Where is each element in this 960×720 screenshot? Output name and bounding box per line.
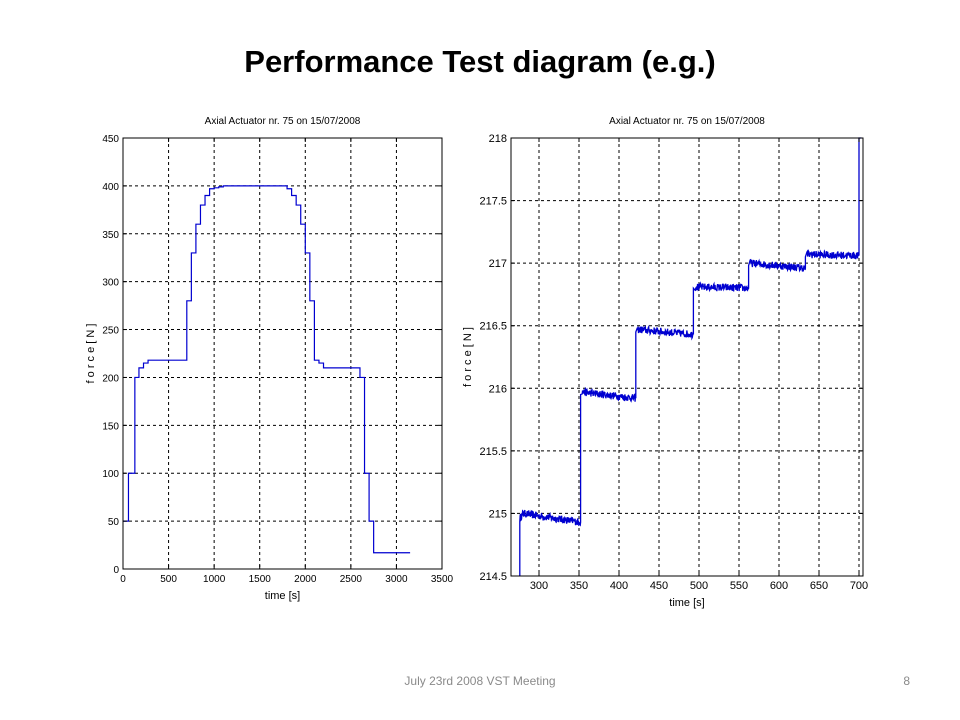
y-tick-label: 0 <box>113 565 119 576</box>
y-tick-label: 214.5 <box>479 571 507 583</box>
force-vs-time-chart-zoom: 300 350 400 450 500 550 600 650 700 214.5 215 215.5… <box>462 116 868 609</box>
x-tick-label: 600 <box>770 580 788 592</box>
x-tick-label: 300 <box>530 580 548 592</box>
y-axis-label: f o r c e [ N ] <box>462 327 474 387</box>
y-tick-label: 215.5 <box>479 446 507 458</box>
y-tick-label: 215 <box>489 508 507 520</box>
x-tick-label: 2000 <box>294 574 317 585</box>
x-tick-label: 2500 <box>340 574 363 585</box>
series-line <box>123 185 411 554</box>
y-tick-label: 216 <box>489 383 507 395</box>
y-tick-label: 400 <box>102 182 119 193</box>
x-tick-label: 450 <box>650 580 668 592</box>
y-tick-label: 450 <box>102 134 119 145</box>
x-tick-label: 700 <box>850 580 868 592</box>
y-tick-label: 218 <box>489 133 507 145</box>
chart-title: Axial Actuator nr. 75 on 15/07/2008 <box>205 116 361 127</box>
y-tick-label: 100 <box>102 469 119 480</box>
grid <box>123 138 442 569</box>
x-tick-label: 1000 <box>203 574 226 585</box>
x-tick-label: 3000 <box>385 574 408 585</box>
page-number: 8 <box>903 674 910 688</box>
x-tick-label: 1500 <box>249 574 272 585</box>
x-tick-label: 400 <box>610 580 628 592</box>
y-tick-label: 250 <box>102 326 119 337</box>
slide-title: Performance Test diagram (e.g.) <box>244 44 716 79</box>
x-tick-label: 0 <box>120 574 126 585</box>
x-axis-label: time [s] <box>669 597 704 609</box>
x-axis-label: time [s] <box>265 590 300 602</box>
x-tick-label: 650 <box>810 580 828 592</box>
footer-text: July 23rd 2008 VST Meeting <box>404 674 556 688</box>
chart-title: Axial Actuator nr. 75 on 15/07/2008 <box>609 116 765 127</box>
y-tick-label: 350 <box>102 230 119 241</box>
force-vs-time-chart-full: 0 500 1000 1500 2000 2500 3000 3500 0 50 100 150 200… <box>85 116 454 602</box>
series-line <box>519 137 862 576</box>
y-tick-label: 50 <box>108 517 120 528</box>
x-tick-label: 500 <box>160 574 177 585</box>
y-tick-label: 216.5 <box>479 321 507 333</box>
x-tick-label: 3500 <box>431 574 454 585</box>
plot-frame <box>122 137 443 570</box>
plot-frame <box>510 137 864 577</box>
x-tick-label: 500 <box>690 580 708 592</box>
y-tick-label: 200 <box>102 373 119 384</box>
y-axis-label: f o r c e [ N ] <box>85 324 97 384</box>
y-tick-label: 300 <box>102 278 119 289</box>
y-tick-label: 217.5 <box>479 196 507 208</box>
y-tick-label: 150 <box>102 421 119 432</box>
y-tick-label: 217 <box>489 258 507 270</box>
x-tick-label: 350 <box>570 580 588 592</box>
x-tick-label: 550 <box>730 580 748 592</box>
grid <box>511 138 863 576</box>
